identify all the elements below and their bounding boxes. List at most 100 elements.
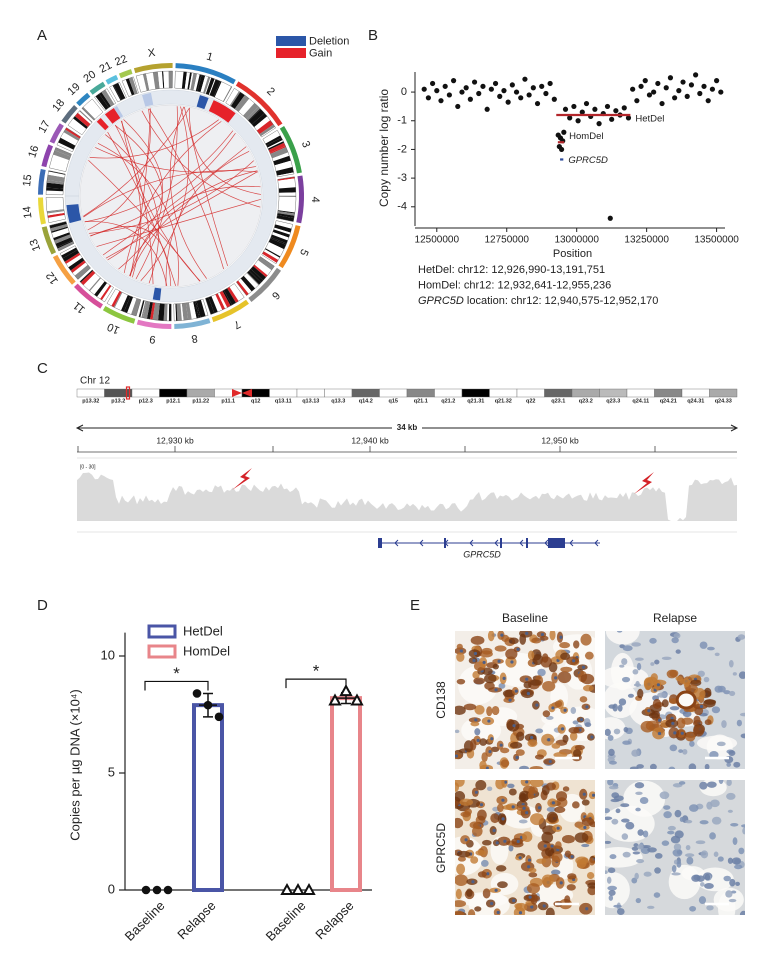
data-point xyxy=(562,106,569,112)
nucleus xyxy=(725,890,733,898)
translocation-arc xyxy=(88,160,201,282)
y-tick-label: 0 xyxy=(401,86,407,98)
nucleus xyxy=(636,662,642,671)
ideogram-band xyxy=(47,174,65,183)
data-point xyxy=(141,885,151,895)
stained-cell xyxy=(463,703,477,711)
ideogram-band xyxy=(270,237,287,245)
ideogram-band xyxy=(278,196,296,203)
ideogram-band xyxy=(278,195,297,198)
ideogram-band xyxy=(215,293,226,311)
data-point xyxy=(701,83,707,89)
stained-cell xyxy=(477,809,487,821)
ideogram-band xyxy=(213,81,222,98)
band xyxy=(324,388,353,398)
nucleus xyxy=(654,867,661,874)
band xyxy=(269,388,298,398)
ideogram-band xyxy=(234,95,250,112)
stained-cell xyxy=(551,743,561,749)
data-point xyxy=(561,129,567,135)
data-point xyxy=(607,215,613,221)
nucleus xyxy=(527,858,532,862)
chromosome-label: 16 xyxy=(26,144,41,159)
stained-cell xyxy=(492,663,499,670)
nucleus xyxy=(729,690,736,697)
ideogram-band xyxy=(166,303,170,321)
data-point xyxy=(328,693,342,706)
translocation-arc xyxy=(102,146,247,256)
stained-cell xyxy=(513,907,526,915)
nucleus xyxy=(621,833,629,840)
ideogram-band xyxy=(51,226,68,233)
nucleus xyxy=(734,864,743,870)
nucleus xyxy=(528,895,532,899)
ideogram-band xyxy=(264,248,281,258)
ideogram-band xyxy=(273,155,291,166)
segment-label: HetDel xyxy=(635,114,664,125)
chromosome-arc xyxy=(41,144,54,168)
panel-label: A xyxy=(37,27,47,44)
nucleus xyxy=(455,754,459,758)
ideogram-band xyxy=(62,249,80,262)
stained-cell xyxy=(562,734,569,743)
nucleus xyxy=(480,859,489,867)
translocation-arc xyxy=(130,108,151,277)
exon xyxy=(548,538,565,548)
coordinate-label: 12,950 kb xyxy=(541,435,579,445)
band xyxy=(489,388,518,398)
ideogram-band xyxy=(174,71,177,89)
stained-cell xyxy=(530,679,542,686)
y-axis-title: Copy number log ratio xyxy=(377,89,391,207)
nucleus xyxy=(736,719,742,727)
ideogram-band xyxy=(219,84,232,102)
ideogram-band xyxy=(138,300,145,318)
chromosome-arc xyxy=(248,267,282,302)
ideogram-band xyxy=(240,275,256,292)
nucleus xyxy=(615,808,621,814)
ideogram-band xyxy=(47,211,65,216)
ideogram-outline xyxy=(48,147,72,172)
nucleus xyxy=(502,676,506,680)
ideogram-band xyxy=(181,71,187,89)
data-point xyxy=(625,115,632,121)
ideogram-outline xyxy=(67,110,93,136)
stained-cell xyxy=(569,731,578,741)
stained-cell xyxy=(527,650,535,660)
data-point xyxy=(492,80,499,87)
ideogram-band xyxy=(177,71,184,89)
stained-cell xyxy=(579,696,588,703)
data-point xyxy=(192,689,202,698)
chromosome-arc xyxy=(52,254,76,285)
data-point xyxy=(501,88,507,94)
y-tick-label: -2 xyxy=(397,143,407,155)
ideogram-band xyxy=(120,294,131,312)
ideogram-band xyxy=(57,241,74,251)
ideogram-band xyxy=(63,129,80,141)
band-label: q12 xyxy=(251,398,260,404)
ideogram-band xyxy=(150,302,156,320)
nucleus xyxy=(654,853,663,859)
ideogram-band xyxy=(266,137,283,148)
nucleus xyxy=(570,855,574,859)
column-label: Baseline xyxy=(502,611,548,625)
stained-cell xyxy=(661,699,669,708)
nucleus xyxy=(514,689,518,693)
data-point xyxy=(455,103,461,110)
ideogram-band xyxy=(132,76,139,94)
nucleus xyxy=(635,791,643,795)
chromosome-arc xyxy=(211,299,249,323)
stained-cell xyxy=(497,803,504,813)
nucleus xyxy=(525,811,529,815)
micrograph xyxy=(605,780,745,915)
nucleus xyxy=(632,851,641,855)
ideogram-outline xyxy=(56,127,81,153)
nucleus xyxy=(618,698,627,706)
nucleus xyxy=(622,740,631,745)
data-point xyxy=(459,89,465,95)
legend-swatch xyxy=(276,48,306,58)
nucleus xyxy=(585,907,589,911)
nucleus xyxy=(619,664,625,668)
nucleus xyxy=(609,760,617,765)
ideogram-band xyxy=(118,294,128,311)
translocation-arc xyxy=(184,106,228,267)
